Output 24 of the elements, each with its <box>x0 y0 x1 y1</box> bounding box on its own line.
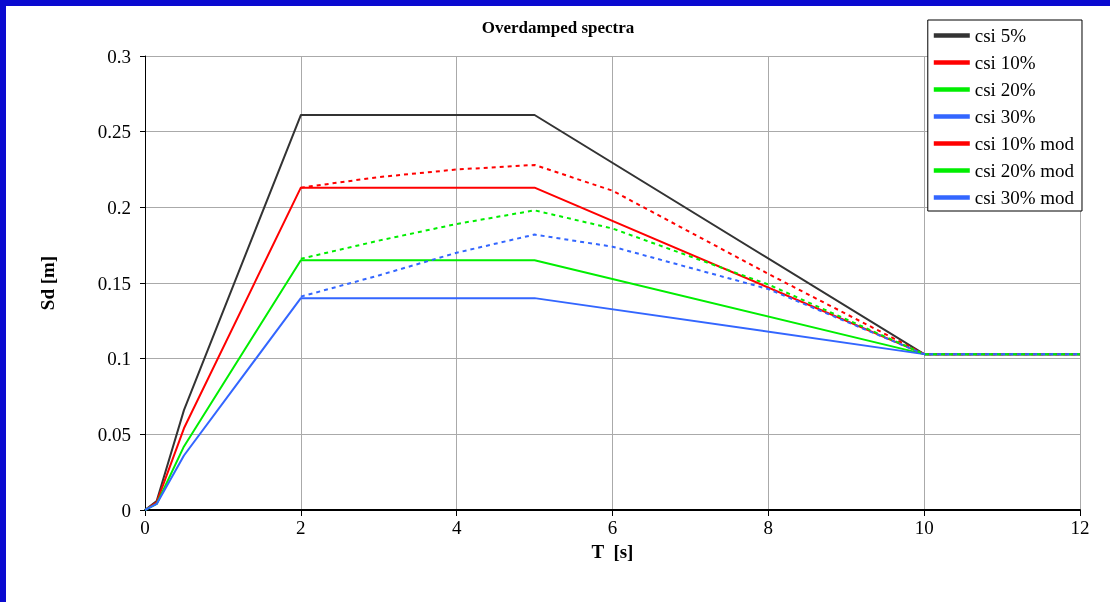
y-tick-label: 0.3 <box>107 45 131 67</box>
x-tick-label: 4 <box>451 517 462 538</box>
x-tick-label: 0 <box>140 517 150 538</box>
y-tick-label: 0.1 <box>107 348 131 370</box>
x-tick-label: 12 <box>1070 517 1090 538</box>
x-tick-label: 8 <box>763 517 774 538</box>
x-tick-label: 6 <box>607 517 618 538</box>
y-tick-label: 0.15 <box>97 272 131 294</box>
chart-title: Overdamped spectra <box>481 18 635 37</box>
x-axis-title: T [s] <box>591 540 634 562</box>
y-tick-label: 0.05 <box>97 423 131 445</box>
legend-label: csi 10% mod <box>974 133 1075 154</box>
legend-label: csi 30% mod <box>974 187 1075 208</box>
y-axis-title: Sd [m] <box>37 255 58 311</box>
y-tick-label: 0 <box>121 499 131 521</box>
legend-label: csi 5% <box>974 25 1027 46</box>
y-tick-label: 0.25 <box>97 121 131 143</box>
y-tick-label: 0.2 <box>107 196 131 218</box>
x-tick-label: 10 <box>914 517 934 538</box>
legend-label: csi 30% <box>974 106 1036 127</box>
legend-label: csi 10% <box>974 52 1036 73</box>
legend-label: csi 20% <box>974 79 1036 100</box>
legend-label: csi 20% mod <box>974 160 1075 181</box>
x-tick-label: 2 <box>296 517 306 538</box>
